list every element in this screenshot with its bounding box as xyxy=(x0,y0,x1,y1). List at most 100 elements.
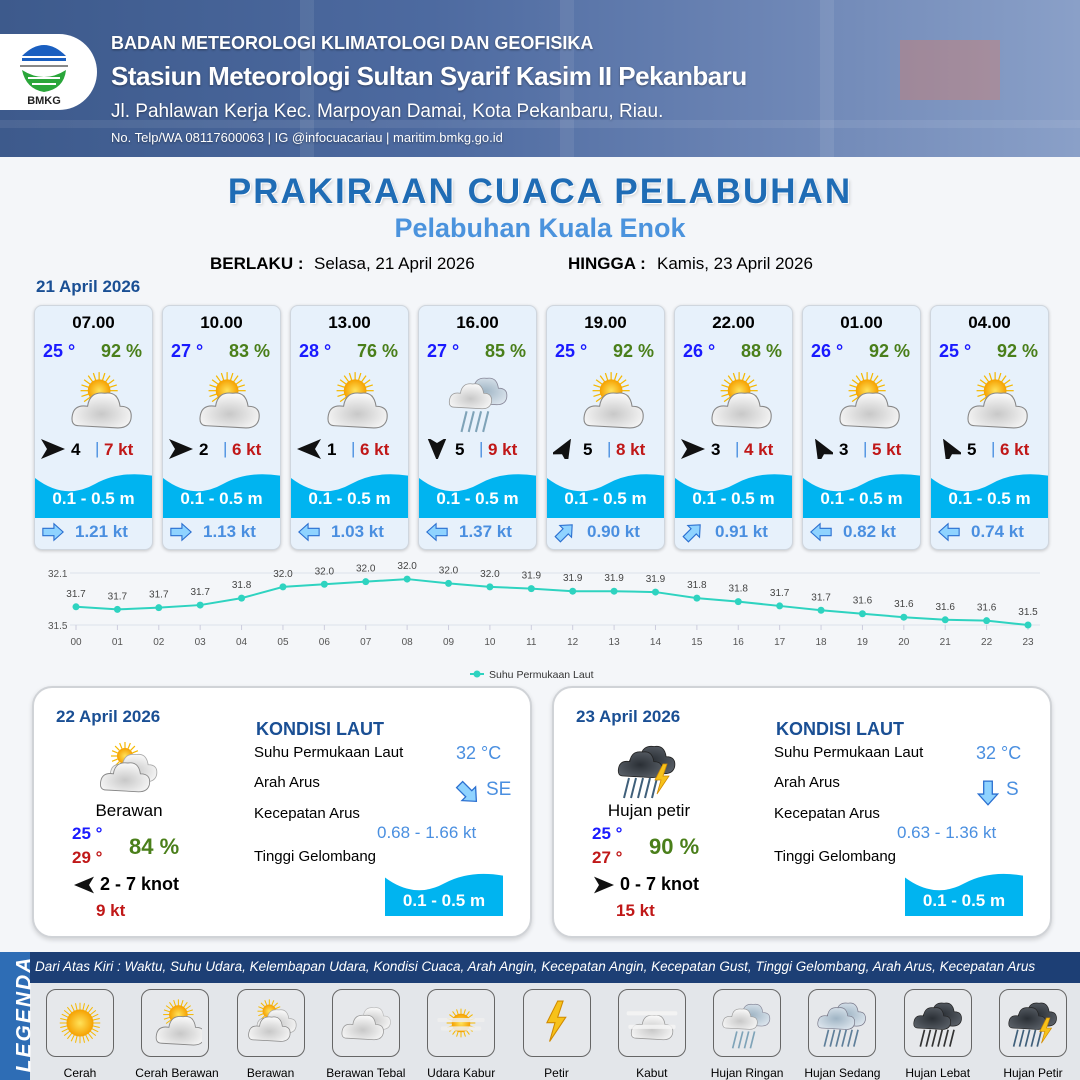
valid-from-label: BERLAKU : xyxy=(210,254,304,273)
x-tick-label: 03 xyxy=(195,637,207,648)
sst-label: Suhu Permukaan Laut xyxy=(774,744,924,761)
berawan-icon xyxy=(236,989,305,1057)
data-label: 32.0 xyxy=(397,561,417,572)
forecast-time: 07.00 xyxy=(72,313,115,332)
series-line xyxy=(75,578,1029,626)
wave-icon xyxy=(419,466,536,518)
gust-speed: 8 kt xyxy=(616,440,646,459)
gust-speed: 6 kt xyxy=(360,440,390,459)
bmkg-logo: BMKG xyxy=(0,34,97,110)
forecast-time: 04.00 xyxy=(968,313,1011,332)
wind-direction-arrow-icon xyxy=(74,876,94,894)
current-direction-arrow-icon xyxy=(681,521,705,543)
forecast-time: 13.00 xyxy=(328,313,371,332)
current-direction-arrow-icon xyxy=(297,521,321,543)
cerah-berawan-weather-icon xyxy=(57,368,133,434)
data-label: 31.6 xyxy=(894,599,914,610)
cerah-icon xyxy=(46,989,114,1057)
gust-speed: 6 kt xyxy=(232,440,262,459)
legend-item-label: Udara Kabur xyxy=(427,1066,496,1080)
data-label: 31.9 xyxy=(604,573,624,584)
wave-height: 0.1 - 0.5 m xyxy=(692,489,775,508)
data-label: 31.6 xyxy=(935,602,955,613)
legend-item: Kabut xyxy=(612,989,692,1080)
air-temperature: 25 ° xyxy=(43,341,76,361)
sea-condition-heading: KONDISI LAUT xyxy=(256,719,384,739)
legend-marker xyxy=(473,670,481,678)
x-tick-label: 16 xyxy=(733,637,745,648)
humidity: 88 % xyxy=(740,341,782,361)
data-point xyxy=(362,578,370,586)
wind-direction-arrow-icon xyxy=(297,439,321,459)
data-label: 31.9 xyxy=(522,571,542,582)
legend-item-label: Berawan Tebal xyxy=(326,1066,406,1080)
separator: | xyxy=(991,439,996,458)
valid-to-label: HINGGA : xyxy=(568,254,646,273)
data-label: 32.0 xyxy=(356,564,376,575)
wind-speed: 1 xyxy=(327,440,337,459)
panel-date: 22 April 2026 xyxy=(56,707,161,726)
data-point xyxy=(941,616,949,624)
x-tick-label: 07 xyxy=(360,637,372,648)
page-title: PRAKIRAAN CUACA PELABUHAN xyxy=(227,172,853,211)
data-label: 31.6 xyxy=(977,603,997,614)
data-point xyxy=(486,583,494,591)
wave-icon xyxy=(547,466,664,518)
legend-description: Dari Atas Kiri : Waktu, Suhu Udara, Kele… xyxy=(30,952,1080,983)
current-direction-arrow-icon xyxy=(809,521,833,543)
air-temperature: 28 ° xyxy=(299,341,332,361)
gust-speed: 4 kt xyxy=(744,440,774,459)
x-tick-label: 23 xyxy=(1022,637,1034,648)
forecast-time: 19.00 xyxy=(584,313,627,332)
legend-side-tab: LEGENDA xyxy=(0,952,35,1080)
separator: | xyxy=(223,439,228,458)
wind-speed: 4 xyxy=(71,440,81,459)
data-label: 31.9 xyxy=(563,573,583,584)
station-address: Jl. Pahlawan Kerja Kec. Marpoyan Damai, … xyxy=(111,101,664,122)
forecast-card: 10.00 27 ° 83 % 2 | 6 kt 0.1 - 0.5 m 1.1… xyxy=(162,305,281,550)
wave-icon xyxy=(385,866,503,916)
forecast-time: 22.00 xyxy=(712,313,755,332)
x-tick-label: 09 xyxy=(443,637,455,648)
gust-speed: 9 kt xyxy=(488,440,518,459)
data-point xyxy=(403,575,411,583)
legend-item-label: Hujan Petir xyxy=(1003,1066,1063,1080)
x-tick-label: 11 xyxy=(526,637,537,648)
petir-icon xyxy=(522,989,591,1057)
current-direction-arrow-icon xyxy=(454,780,482,806)
current-direction-arrow-icon xyxy=(553,521,577,543)
logo-text: BMKG xyxy=(27,95,61,107)
data-label: 31.7 xyxy=(66,589,86,600)
humidity: 83 % xyxy=(228,341,270,361)
day1-date: 21 April 2026 xyxy=(36,277,141,296)
legend-item-label: Hujan Lebat xyxy=(905,1066,971,1080)
wave-height: 0.1 - 0.5 m xyxy=(180,489,263,508)
separator: | xyxy=(479,439,484,458)
x-tick-label: 15 xyxy=(691,637,703,648)
wind-speed: 2 xyxy=(199,440,209,459)
gust-speed: 15 kt xyxy=(616,901,655,920)
data-point xyxy=(900,613,908,621)
data-point xyxy=(1024,621,1032,629)
cerah-berawan-icon xyxy=(141,989,210,1057)
x-tick-label: 20 xyxy=(898,637,910,648)
separator: | xyxy=(95,439,100,458)
current-speed: 0.90 kt xyxy=(587,522,640,541)
wave-height: 0.1 - 0.5 m xyxy=(564,489,647,508)
cerah-berawan-weather-icon xyxy=(697,368,773,434)
legend-item: Hujan Lebat xyxy=(898,989,978,1080)
max-temperature: 27 ° xyxy=(592,848,623,867)
legend-item-label: Kabut xyxy=(636,1066,668,1080)
wave-height: 0.1 - 0.5 m xyxy=(308,489,391,508)
data-point xyxy=(155,604,163,612)
x-tick-label: 21 xyxy=(940,637,952,648)
sst-label: Suhu Permukaan Laut xyxy=(254,744,404,761)
separator: | xyxy=(351,439,356,458)
wind-speed: 5 xyxy=(967,440,977,459)
data-point xyxy=(320,580,328,588)
data-label: 31.5 xyxy=(1018,607,1038,618)
forecast-time: 10.00 xyxy=(200,313,243,332)
legend-item: Berawan xyxy=(231,989,311,1080)
wave-icon xyxy=(291,466,408,518)
data-label: 31.9 xyxy=(646,574,666,585)
